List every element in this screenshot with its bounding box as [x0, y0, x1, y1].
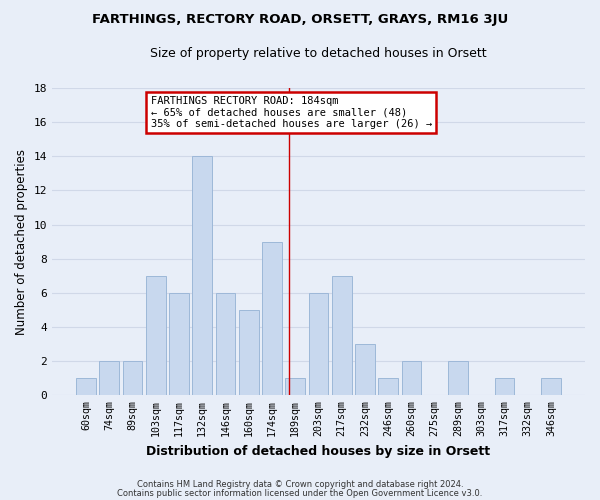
- Bar: [448, 361, 468, 396]
- Bar: [494, 378, 514, 396]
- Y-axis label: Number of detached properties: Number of detached properties: [15, 148, 28, 334]
- Bar: [122, 361, 142, 396]
- X-axis label: Distribution of detached houses by size in Orsett: Distribution of detached houses by size …: [146, 444, 491, 458]
- Bar: [332, 276, 352, 396]
- Bar: [262, 242, 282, 396]
- Bar: [401, 361, 421, 396]
- Bar: [379, 378, 398, 396]
- Bar: [355, 344, 375, 396]
- Bar: [146, 276, 166, 396]
- Text: FARTHINGS RECTORY ROAD: 184sqm
← 65% of detached houses are smaller (48)
35% of : FARTHINGS RECTORY ROAD: 184sqm ← 65% of …: [151, 96, 432, 129]
- Bar: [286, 378, 305, 396]
- Bar: [100, 361, 119, 396]
- Bar: [541, 378, 561, 396]
- Bar: [215, 293, 235, 396]
- Text: Contains public sector information licensed under the Open Government Licence v3: Contains public sector information licen…: [118, 488, 482, 498]
- Text: Contains HM Land Registry data © Crown copyright and database right 2024.: Contains HM Land Registry data © Crown c…: [137, 480, 463, 489]
- Bar: [169, 293, 189, 396]
- Title: Size of property relative to detached houses in Orsett: Size of property relative to detached ho…: [150, 48, 487, 60]
- Text: FARTHINGS, RECTORY ROAD, ORSETT, GRAYS, RM16 3JU: FARTHINGS, RECTORY ROAD, ORSETT, GRAYS, …: [92, 12, 508, 26]
- Bar: [239, 310, 259, 396]
- Bar: [193, 156, 212, 396]
- Bar: [76, 378, 96, 396]
- Bar: [308, 293, 328, 396]
